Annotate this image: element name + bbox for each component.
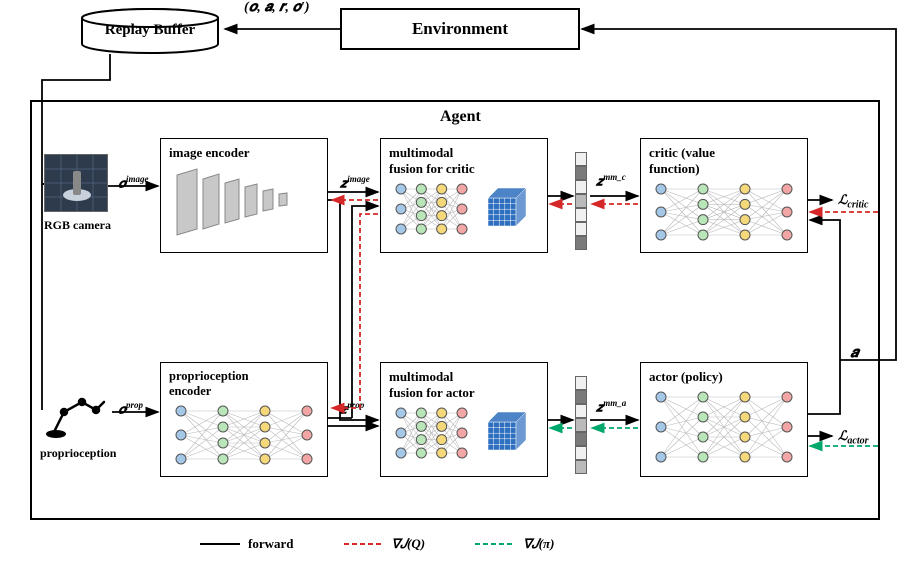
critic-title-l1: critic (value [649,145,799,161]
agent-label: Agent [440,108,481,126]
environment-label: Environment [412,19,508,39]
replay-buffer-label: Replay Buffer [80,22,220,39]
L-critic-label: ℒcritic [838,192,868,211]
z-mma-label: 𝒛mm_a [596,398,626,415]
legend-gradpi: ∇𝐽(π) [523,536,554,552]
fusion-actor-title-l1: multimodal [389,369,539,385]
prop-encoder-title-l1: proprioception [169,369,319,384]
prop-encoder-box: proprioception encoder [160,362,328,477]
fusion-critic-title-l2: fusion for critic [389,161,539,177]
environment-box: Environment [340,8,580,50]
fusion-actor-box: multimodal fusion for actor [380,362,548,477]
proprioception-label: proprioception [40,446,116,461]
mlp-icon [169,401,319,469]
actor-box: actor (policy) [640,362,808,477]
legend: forward ∇𝐽(Q) ∇𝐽(π) [200,536,554,552]
fusion-critic-title-l1: multimodal [389,145,539,161]
cube-icon [480,184,530,234]
mlp-icon [389,179,474,239]
cnn-icon [169,165,319,245]
a-label: 𝒂 [850,344,859,362]
prop-encoder-title-l2: encoder [169,384,319,399]
legend-forward: forward [248,536,294,552]
mlp-icon [649,387,799,467]
rgb-camera-thumb [44,154,108,212]
mlp-icon [389,403,474,463]
z-mmc-label: 𝒛mm_c [596,172,626,189]
z-image-label: 𝒛image [340,174,370,191]
critic-title-l2: function) [649,161,799,177]
L-actor-label: ℒactor [838,428,868,447]
fusion-actor-title-l2: fusion for actor [389,385,539,401]
o-prop-label: 𝒐prop [118,400,143,417]
actor-title: actor (policy) [649,369,799,385]
rgb-camera-label: RGB camera [44,218,111,233]
feature-bar-critic [575,152,587,250]
fusion-critic-box: multimodal fusion for critic [380,138,548,253]
tuple-label: (𝒐, 𝒂, 𝒓, 𝒐′) [244,0,310,16]
image-encoder-title: image encoder [169,145,319,161]
mlp-icon [649,179,799,245]
critic-box: critic (value function) [640,138,808,253]
proprioception-thumb [44,382,114,442]
z-prop-label: 𝒛prop [340,400,364,417]
image-encoder-box: image encoder [160,138,328,253]
cube-icon [480,408,530,458]
replay-buffer-cylinder: Replay Buffer [80,8,220,54]
feature-bar-actor [575,376,587,474]
legend-gradq: ∇𝐽(Q) [392,536,426,552]
o-image-label: 𝒐image [118,174,148,191]
